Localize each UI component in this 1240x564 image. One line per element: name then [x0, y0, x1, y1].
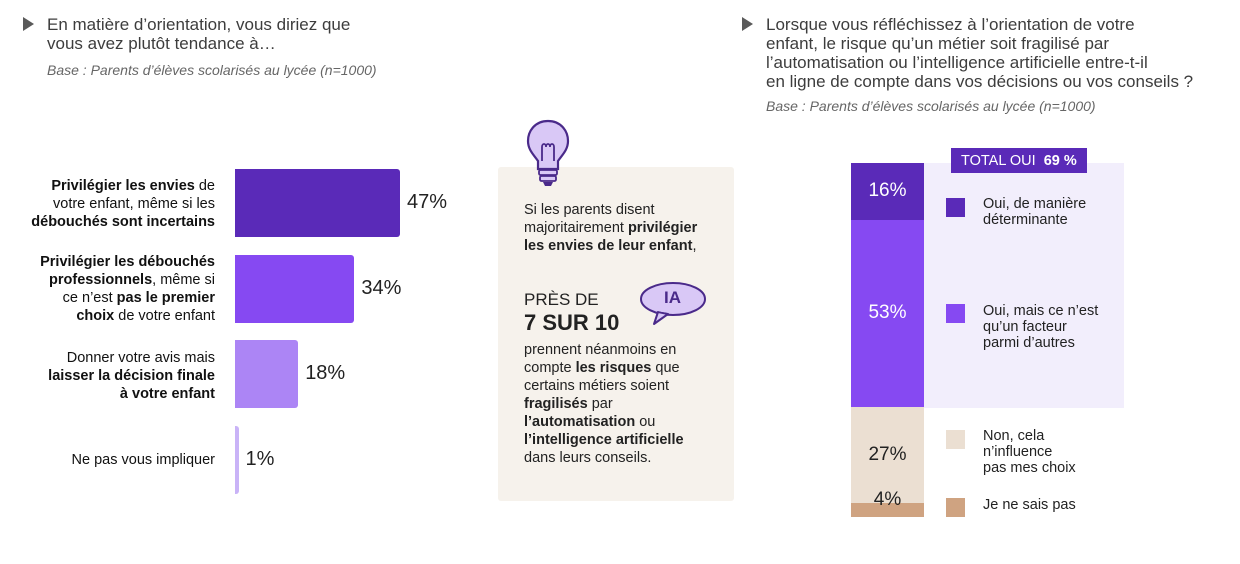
- card-intro: Si les parents disent majoritairement pr…: [524, 202, 698, 254]
- legend-swatch-4: [946, 498, 965, 517]
- legend-swatch-3: [946, 430, 965, 449]
- bar-3: [235, 340, 299, 408]
- card-pres-de: PRÈS DE: [524, 290, 599, 309]
- legend-label-1: Oui, de manière déterminante: [983, 196, 1087, 228]
- legend-label-2: Oui, mais ce n’est qu’un facteur parmi d’a…: [983, 303, 1099, 351]
- bar-value-3: 18%: [305, 362, 346, 384]
- bar-label-1: Privilégier les envies de votre enfant, …: [31, 178, 215, 230]
- stack-segment-1: 16%: [851, 163, 924, 220]
- stack-segment-3: 27%: [851, 407, 924, 503]
- speech-bubble-icon: [640, 282, 706, 325]
- ia-badge-text: IA: [664, 288, 681, 307]
- card-body: prennent néanmoins en compte les risques…: [524, 342, 684, 466]
- triangle-right-icon: [742, 17, 753, 31]
- legend-label-4: Je ne sais pas: [983, 497, 1076, 513]
- bar-value-2: 34%: [361, 277, 402, 299]
- legend-label-3: Non, cela n’influence pas mes choix: [983, 428, 1076, 476]
- stack-segment-2: 53%: [851, 219, 924, 408]
- total-yes-badge: TOTAL OUI 69 %: [951, 148, 1087, 173]
- legend-swatch-1: [946, 198, 965, 217]
- right-question-title: Lorsque vous réfléchissez à l’orientatio…: [766, 15, 1194, 91]
- insight-card: [498, 167, 734, 501]
- bar-1: [235, 169, 400, 237]
- bar-label-2: Privilégier les débouchés professionnels…: [40, 254, 215, 324]
- bar-label-4: Ne pas vous impliquer: [71, 452, 215, 468]
- right-base-note: Base : Parents d’élèves scolarisés au ly…: [766, 98, 1096, 114]
- card-big-figure: 7 SUR 10: [524, 310, 620, 335]
- bar-value-4: 1%: [245, 448, 275, 470]
- stack-segment-4: 4%: [851, 488, 924, 517]
- bar-4: [235, 426, 239, 494]
- bar-2: [235, 255, 355, 323]
- bar-value-1: 47%: [407, 191, 448, 213]
- lightbulb-icon: [526, 119, 570, 186]
- legend-swatch-2: [946, 304, 965, 323]
- left-question-title: En matière d’orientation, vous diriez qu…: [47, 15, 351, 53]
- bar-label-3: Donner votre avis mais laisser la décisi…: [48, 350, 215, 402]
- triangle-right-icon: [23, 17, 34, 31]
- left-base-note: Base : Parents d’élèves scolarisés au ly…: [47, 62, 377, 78]
